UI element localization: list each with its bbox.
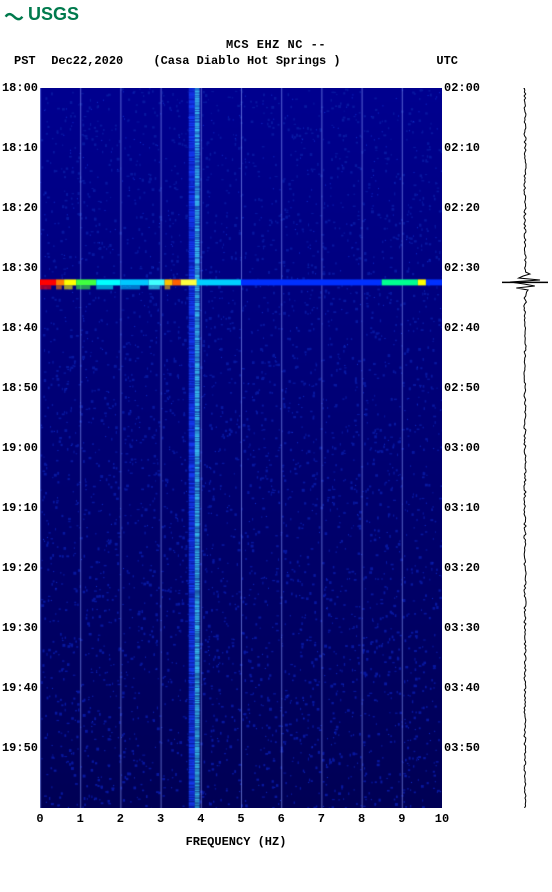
wave-icon — [4, 5, 24, 25]
logo-text: USGS — [28, 4, 79, 25]
x-tick-label: 1 — [77, 812, 84, 826]
y-tick-pst: 18:20 — [0, 201, 38, 215]
waveform-trace — [510, 88, 540, 808]
yaxis-utc-ticks: 02:0002:1002:2002:3002:4002:5003:0003:10… — [444, 88, 484, 808]
y-tick-pst: 19:30 — [0, 621, 38, 635]
y-tick-utc: 02:30 — [444, 261, 484, 275]
chart-title-line2: PST Dec22,2020 (Casa Diablo Hot Springs … — [14, 54, 552, 68]
pst-label: PST — [14, 54, 44, 68]
x-tick-label: 4 — [197, 812, 204, 826]
y-tick-pst: 18:50 — [0, 381, 38, 395]
x-tick-label: 8 — [358, 812, 365, 826]
y-tick-utc: 03:50 — [444, 741, 484, 755]
usgs-logo: USGS — [4, 4, 79, 25]
station-label: (Casa Diablo Hot Springs ) — [153, 54, 383, 68]
y-tick-utc: 02:20 — [444, 201, 484, 215]
date-label: Dec22,2020 — [51, 54, 146, 68]
y-tick-utc: 02:00 — [444, 81, 484, 95]
y-tick-utc: 03:40 — [444, 681, 484, 695]
utc-label: UTC — [436, 54, 458, 68]
x-tick-label: 2 — [117, 812, 124, 826]
y-tick-pst: 19:40 — [0, 681, 38, 695]
xaxis-ticks: 012345678910 — [40, 812, 442, 832]
yaxis-pst-ticks: 18:0018:1018:2018:3018:4018:5019:0019:10… — [0, 88, 38, 808]
y-tick-pst: 19:50 — [0, 741, 38, 755]
y-tick-pst: 19:10 — [0, 501, 38, 515]
spectrogram-canvas — [40, 88, 442, 808]
waveform-svg — [500, 88, 550, 808]
xaxis-label: FREQUENCY (HZ) — [0, 835, 472, 849]
y-tick-pst: 19:00 — [0, 441, 38, 455]
y-tick-utc: 03:00 — [444, 441, 484, 455]
x-tick-label: 10 — [435, 812, 449, 826]
y-tick-pst: 18:10 — [0, 141, 38, 155]
y-tick-utc: 02:40 — [444, 321, 484, 335]
y-tick-utc: 02:10 — [444, 141, 484, 155]
y-tick-utc: 02:50 — [444, 381, 484, 395]
y-tick-utc: 03:20 — [444, 561, 484, 575]
chart-title-line1: MCS EHZ NC -- — [0, 38, 552, 52]
y-tick-pst: 18:00 — [0, 81, 38, 95]
y-tick-utc: 03:10 — [444, 501, 484, 515]
x-tick-label: 3 — [157, 812, 164, 826]
y-tick-pst: 18:40 — [0, 321, 38, 335]
x-tick-label: 5 — [237, 812, 244, 826]
x-tick-label: 0 — [36, 812, 43, 826]
waveform-panel — [500, 88, 550, 808]
y-tick-pst: 19:20 — [0, 561, 38, 575]
y-tick-pst: 18:30 — [0, 261, 38, 275]
y-tick-utc: 03:30 — [444, 621, 484, 635]
x-tick-label: 6 — [278, 812, 285, 826]
x-tick-label: 9 — [398, 812, 405, 826]
spectrogram-plot — [40, 88, 442, 808]
x-tick-label: 7 — [318, 812, 325, 826]
